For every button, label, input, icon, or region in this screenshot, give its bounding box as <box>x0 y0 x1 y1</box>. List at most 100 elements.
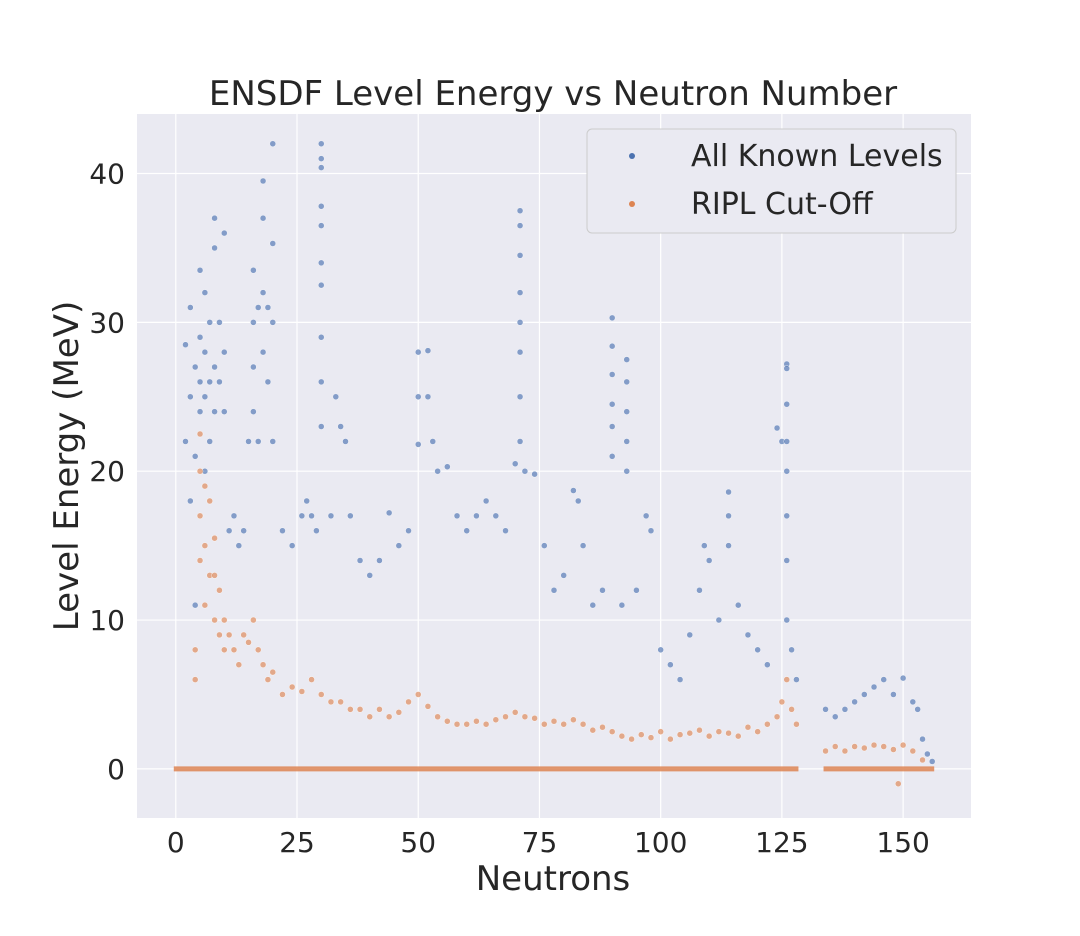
known-level-point <box>385 509 393 517</box>
known-level-point <box>429 438 436 445</box>
known-level-point <box>415 441 422 448</box>
known-level-point <box>318 378 325 386</box>
known-level-point <box>880 676 887 683</box>
known-level-point <box>318 423 325 430</box>
known-level-point <box>516 348 524 356</box>
known-level-point <box>919 735 926 743</box>
ripl-cutoff-point <box>628 735 635 743</box>
x-tick-labels: 0 25 50 75 100 125 150 <box>167 826 930 859</box>
ripl-cutoff-point <box>288 683 296 691</box>
ripl-cutoff-point <box>196 430 204 438</box>
ripl-cutoff-point <box>618 732 626 740</box>
ripl-cutoff-point <box>667 735 674 743</box>
known-level-point <box>250 363 257 371</box>
known-level-point <box>415 393 422 400</box>
known-level-point <box>899 674 907 682</box>
known-level-point <box>405 527 412 534</box>
known-level-point <box>250 267 257 274</box>
known-level-point <box>318 334 325 341</box>
ripl-cutoff-point <box>221 646 228 654</box>
ripl-cutoff-point <box>686 729 693 737</box>
known-level-point <box>196 408 204 415</box>
ripl-cutoff-point <box>744 724 752 731</box>
known-level-point <box>541 542 548 549</box>
ripl-cutoff-point <box>211 616 218 624</box>
ground-state-row-actinides <box>823 766 935 772</box>
known-level-point <box>793 676 800 683</box>
known-level-point <box>725 488 732 496</box>
known-level-point <box>347 512 354 520</box>
ripl-cutoff-point <box>221 616 228 624</box>
ripl-cutoff-point <box>531 715 538 722</box>
known-level-point <box>211 214 218 222</box>
known-level-point <box>196 267 204 274</box>
ripl-cutoff-point <box>201 482 209 490</box>
y-axis-label: Level Energy (MeV) <box>47 301 87 631</box>
known-level-point <box>851 698 858 706</box>
known-level-point <box>318 222 325 229</box>
y-tick-label: 40 <box>89 158 125 191</box>
x-tick-label: 0 <box>167 826 185 859</box>
ripl-cutoff-point <box>579 721 587 728</box>
known-level-point <box>279 527 286 534</box>
ripl-cutoff-point <box>570 716 577 723</box>
known-level-point <box>415 348 422 356</box>
ripl-cutoff-point <box>676 731 684 738</box>
ripl-cutoff-point <box>196 512 204 520</box>
known-level-point <box>570 487 577 494</box>
known-level-point <box>550 587 558 594</box>
known-level-point <box>492 512 500 520</box>
known-level-point <box>516 207 524 214</box>
known-level-point <box>250 408 257 415</box>
known-level-point <box>303 497 310 505</box>
x-axis-label: Neutrons <box>476 859 631 899</box>
known-level-point <box>725 512 732 520</box>
known-level-point <box>191 601 199 609</box>
known-level-point <box>783 512 790 520</box>
known-level-point <box>735 601 742 609</box>
ripl-cutoff-point <box>318 691 325 698</box>
known-level-point <box>264 304 272 311</box>
ripl-cutoff-point <box>895 780 902 787</box>
ripl-cutoff-point <box>196 557 204 564</box>
data-points <box>182 140 936 787</box>
ripl-cutoff-point <box>255 646 262 654</box>
known-level-point <box>240 527 247 534</box>
known-level-point <box>608 401 616 408</box>
known-level-point <box>890 691 897 698</box>
known-level-point <box>783 365 790 372</box>
known-level-point <box>516 438 524 445</box>
known-level-point <box>657 646 664 654</box>
known-level-point <box>667 661 674 668</box>
x-tick-label: 125 <box>755 826 808 859</box>
known-level-point <box>773 424 781 432</box>
known-level-point <box>318 259 325 267</box>
known-level-point <box>909 698 917 706</box>
known-level-point <box>516 289 524 296</box>
ripl-cutoff-point <box>191 676 199 683</box>
ripl-cutoff-point <box>337 698 344 706</box>
known-level-point <box>269 319 276 326</box>
ripl-cutoff-point <box>502 713 509 720</box>
known-level-point <box>623 438 630 445</box>
legend-marker-ripl-cut-off <box>629 201 635 207</box>
known-level-point <box>269 140 276 147</box>
known-level-point <box>929 758 936 765</box>
known-level-point <box>705 557 713 564</box>
ripl-cutoff-point <box>890 746 897 753</box>
known-level-point <box>608 453 616 460</box>
known-level-point <box>395 542 403 549</box>
ripl-cutoff-point <box>647 734 655 741</box>
known-level-point <box>235 542 243 549</box>
ripl-cutoff-point <box>764 721 771 728</box>
known-level-point <box>196 378 204 386</box>
ripl-cutoff-point <box>880 743 887 750</box>
known-level-point <box>376 557 383 564</box>
ripl-cutoff-point <box>211 534 218 542</box>
known-level-point <box>288 542 296 549</box>
ripl-cutoff-point <box>725 729 732 737</box>
ripl-cutoff-point <box>754 728 761 735</box>
known-level-point <box>182 341 189 348</box>
ripl-cutoff-point <box>773 713 781 720</box>
